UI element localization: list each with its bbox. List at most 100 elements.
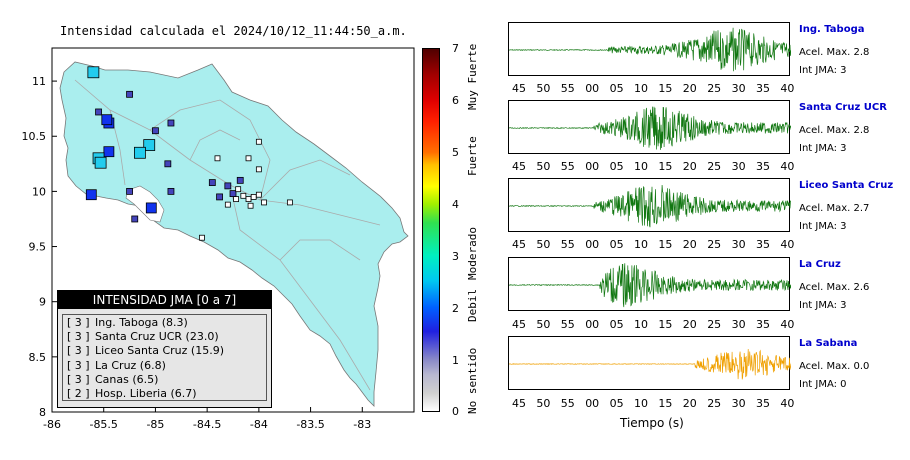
- time-tick-label: 40: [780, 238, 795, 251]
- waveform-trace: [509, 27, 791, 72]
- station-name: La Cruz: [799, 259, 841, 270]
- colorbar-tick: 3: [452, 250, 459, 263]
- station-acel: Acel. Max. 0.0: [799, 361, 870, 372]
- legend-intensity: [ 3 ]: [67, 344, 90, 358]
- station-marker: [255, 138, 262, 145]
- time-tick-label: 10: [634, 238, 648, 251]
- time-tick-label: 05: [609, 160, 624, 173]
- time-tick-label: 50: [536, 397, 551, 410]
- time-tick-label: 55: [560, 238, 575, 251]
- intensity-colorbar: [422, 48, 440, 412]
- road: [229, 184, 371, 391]
- time-tick-label: 35: [756, 160, 770, 173]
- road: [149, 99, 271, 201]
- time-tick-label: 55: [560, 82, 575, 95]
- station-marker: [94, 156, 107, 169]
- station-marker: [255, 191, 262, 198]
- time-tick-label: 25: [707, 82, 722, 95]
- station-marker: [103, 146, 115, 158]
- station-marker: [145, 202, 157, 214]
- time-tick-label: 30: [731, 318, 746, 331]
- time-tick-label: 35: [756, 238, 770, 251]
- time-tick-label: 55: [560, 318, 575, 331]
- station-marker: [233, 196, 240, 203]
- station-marker: [208, 179, 216, 186]
- trace-time-ticks: 45 50 55 00 05 10 15 20 25 30 35 40: [508, 160, 794, 174]
- station-marker: [214, 155, 221, 162]
- time-tick-label: 25: [707, 397, 722, 410]
- legend-title: INTENSIDAD JMA [0 a 7]: [58, 291, 271, 309]
- time-tick-label: 45: [512, 82, 526, 95]
- road: [189, 129, 241, 161]
- station-markers: [85, 66, 293, 241]
- trace-panel: [508, 257, 791, 311]
- station-marker: [164, 160, 172, 168]
- time-tick-label: 15: [658, 82, 673, 95]
- station-int: Int JMA: 3: [799, 300, 847, 311]
- time-tick-label: 10: [634, 397, 648, 410]
- x-tick-label: -86: [43, 418, 61, 431]
- y-tick-label: 8: [39, 406, 46, 419]
- colorbar-tick: 7: [452, 42, 459, 55]
- x-tick-label: -84.5: [193, 418, 221, 431]
- time-tick-label: 15: [658, 160, 673, 173]
- station-acel: Acel. Max. 2.7: [799, 203, 870, 214]
- time-tick-label: 05: [609, 82, 624, 95]
- time-tick-label: 10: [634, 160, 648, 173]
- station-int: Int JMA: 3: [799, 65, 847, 76]
- time-tick-label: 25: [707, 238, 722, 251]
- time-tick-label: 00: [585, 238, 600, 251]
- station-marker: [131, 215, 139, 223]
- station-marker: [143, 139, 156, 151]
- colorbar-label-debil: Debil: [466, 288, 479, 322]
- station-int: Int JMA: 0: [799, 379, 847, 390]
- y-tick-label: 9: [39, 296, 46, 309]
- legend-station: Santa Cruz UCR (23.0): [95, 330, 219, 344]
- time-tick-label: 15: [658, 238, 673, 251]
- intensity-legend: INTENSIDAD JMA [0 a 7] [ 3 ] Ing. Taboga …: [57, 290, 272, 408]
- time-axis-label: Tiempo (s): [620, 416, 684, 430]
- station-marker: [167, 119, 175, 127]
- time-tick-label: 10: [634, 82, 648, 95]
- time-tick-label: 15: [658, 318, 673, 331]
- station-marker: [95, 108, 102, 116]
- time-tick-label: 50: [536, 238, 551, 251]
- y-tick-label: 10: [32, 185, 46, 198]
- time-tick-label: 30: [731, 160, 746, 173]
- time-tick-label: 30: [731, 238, 746, 251]
- legend-station: Hosp. Liberia (6.7): [95, 387, 197, 401]
- station-marker: [101, 114, 113, 126]
- colorbar-tick: 6: [452, 94, 459, 107]
- time-tick-label: 00: [585, 397, 600, 410]
- station-name: La Sabana: [799, 338, 858, 349]
- map-title: Intensidad calculada el 2024/10/12_11:44…: [60, 24, 407, 38]
- station-marker: [126, 187, 133, 195]
- x-tick-label: -85.5: [89, 418, 117, 431]
- station-marker: [247, 202, 254, 209]
- legend-item: [ 3 ] Canas (6.5): [67, 373, 262, 387]
- waveform: [509, 27, 791, 72]
- station-acel: Acel. Max. 2.8: [799, 47, 870, 58]
- station-name: Ing. Taboga: [799, 24, 865, 35]
- legend-station: Canas (6.5): [95, 372, 159, 386]
- time-tick-label: 00: [585, 82, 600, 95]
- y-tick-label: 10.5: [22, 130, 47, 143]
- time-tick-label: 25: [707, 318, 722, 331]
- trace-time-ticks: 45 50 55 00 05 10 15 20 25 30 35 40: [508, 318, 794, 332]
- station-acel: Acel. Max. 2.8: [799, 125, 870, 136]
- colorbar-label-muy-fuerte: Muy Fuerte: [466, 43, 479, 110]
- time-tick-label: 00: [585, 318, 600, 331]
- legend-intensity: [ 3 ]: [67, 358, 90, 372]
- legend-intensity: [ 3 ]: [67, 316, 90, 329]
- colorbar-label-no-sentido: No sentido: [466, 347, 479, 414]
- station-int: Int JMA: 3: [799, 221, 847, 232]
- time-tick-label: 55: [560, 160, 575, 173]
- waveform-trace: [509, 106, 791, 150]
- station-int: Int JMA: 3: [799, 143, 847, 154]
- legend-list: [ 3 ] Ing. Taboga (8.3) [ 3 ] Santa Cruz U…: [62, 314, 267, 401]
- waveform: [509, 184, 791, 228]
- waveform-trace: [509, 348, 791, 380]
- time-tick-label: 05: [609, 318, 624, 331]
- legend-item: [ 3 ] La Cruz (6.8): [67, 359, 262, 373]
- station-marker: [255, 166, 262, 173]
